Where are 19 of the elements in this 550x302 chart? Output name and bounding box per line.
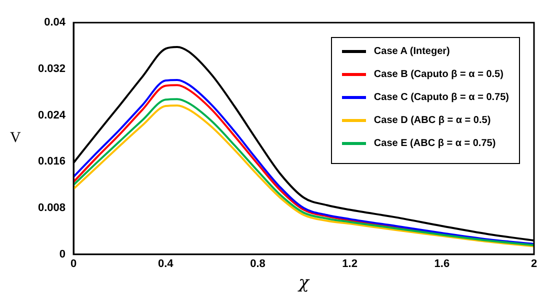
y-tick-label: 0.016 [38,156,66,168]
legend-label: Case B (Caputo β = α = 0.5) [374,68,504,80]
legend-label: Case C (Caputo β = α = 0.75) [374,92,509,103]
x-tick-label: 2 [530,258,538,270]
x-tick-label: 0.8 [250,258,266,270]
y-tick-label: 0.024 [38,109,66,122]
y-axis-title: V [10,128,21,146]
x-tick-label: 1.2 [342,258,358,270]
x-tick-label: 0 [70,258,77,270]
y-tick-label: 0 [59,248,66,260]
x-axis-title: χ [298,273,311,294]
x-tick-label: 0.4 [158,258,174,270]
legend-label: Case E (ABC β = α = 0.75) [374,138,496,149]
legend-label: Case A (Integer) [374,46,450,57]
x-tick-label: 1.6 [434,258,450,270]
legend-label: Case D (ABC β = α = 0.5) [374,114,491,126]
y-tick-label: 0.032 [38,62,66,75]
y-tick-label: 0.008 [38,202,66,214]
y-tick-label: 0.04 [44,16,66,29]
